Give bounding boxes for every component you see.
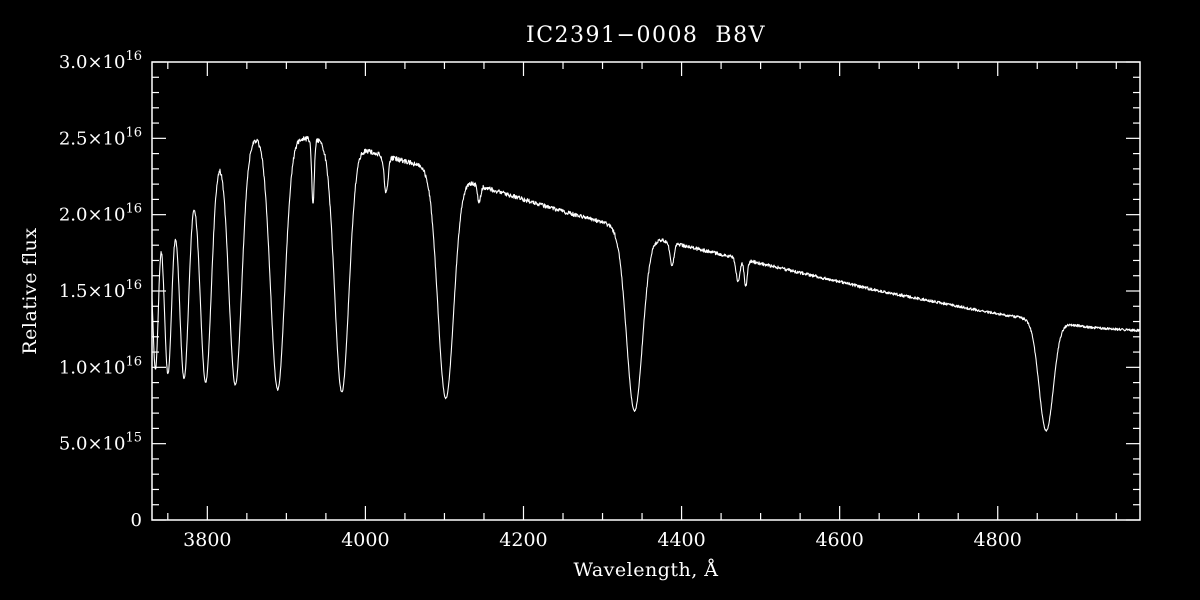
chart-title: IC2391−0008 B8V (526, 23, 766, 48)
y-tick-label: 2.5×1016 (59, 125, 142, 149)
x-axis-label: Wavelength, Å (573, 559, 718, 581)
axis-ticks-group (152, 61, 1140, 521)
x-tick-label: 4000 (341, 529, 389, 551)
y-tick-label: 0 (131, 510, 142, 531)
plot-frame-group (151, 61, 1141, 521)
y-tick-label: 3.0×1016 (59, 49, 142, 73)
y-tick-label: 5.0×1015 (59, 431, 142, 455)
x-tick-label: 4600 (815, 529, 863, 551)
spectrum-line (151, 135, 1141, 432)
y-tick-label: 2.0×1016 (59, 202, 142, 226)
plot-frame (151, 61, 1141, 521)
x-tick-label: 4800 (974, 529, 1022, 551)
x-tick-label: 4400 (657, 529, 705, 551)
y-tick-label: 1.5×1016 (59, 278, 142, 302)
y-tick-label: 1.0×1016 (59, 354, 142, 378)
y-axis-label: Relative flux (19, 227, 41, 354)
x-tick-label: 3800 (183, 529, 231, 551)
tick-labels-group: 3800 4000 4200 4400 4600 4800 0 5.0×1015 1.0×101… (59, 49, 1022, 551)
x-tick-label: 4200 (499, 529, 547, 551)
